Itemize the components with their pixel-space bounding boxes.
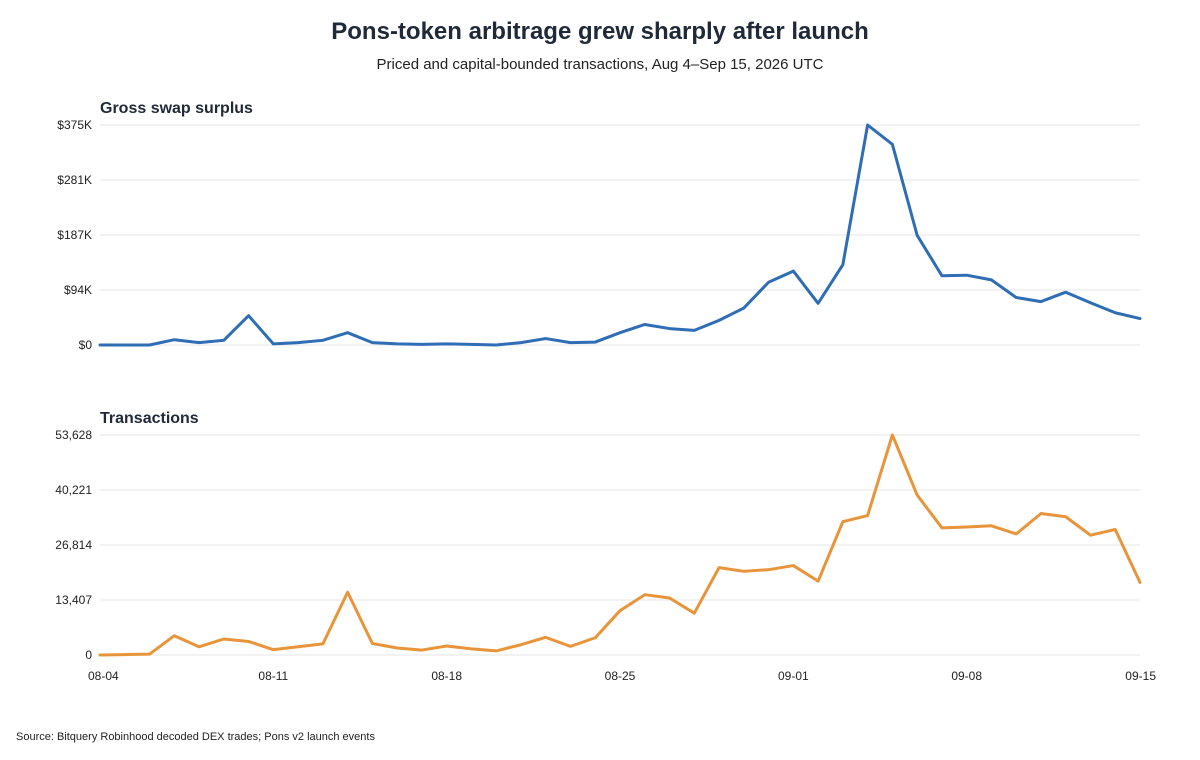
y-tick-label: $375K [57, 118, 92, 132]
x-tick-label: 09-01 [778, 669, 809, 683]
source-note: Source: Bitquery Robinhood decoded DEX t… [16, 731, 375, 743]
y-tick-label: $281K [57, 173, 92, 187]
series-line-1-0 [98, 433, 1142, 657]
y-tick-label: 26,814 [55, 538, 92, 552]
series-line-0-0 [98, 123, 1142, 347]
y-tick-label: 13,407 [55, 593, 92, 607]
x-tick-label: 08-25 [605, 669, 636, 683]
x-tick-label: 09-15 [1125, 669, 1156, 683]
surplus-panel: $0 $94K $187K $281K $375K [57, 118, 1142, 352]
panel-title-surplus: Gross swap surplus [100, 100, 253, 117]
y-tick-label: $187K [57, 228, 92, 242]
transactions-panel: 0 13,407 26,814 40,221 53,628 [55, 428, 1142, 662]
y-tick-label: 0 [85, 648, 92, 662]
x-tick-label: 08-04 [88, 669, 119, 683]
chart-title: Pons-token arbitrage grew sharply after … [331, 18, 869, 45]
x-tick-label: 09-08 [951, 669, 982, 683]
chart-subtitle: Priced and capital-bounded transactions,… [376, 56, 824, 73]
x-tick-label: 08-18 [431, 669, 462, 683]
y-tick-label: 53,628 [55, 428, 92, 442]
y-tick-label: 40,221 [55, 483, 92, 497]
x-axis: 08-04 08-11 08-18 08-25 09-01 09-08 09-15 [88, 669, 1156, 683]
x-tick-label: 08-11 [258, 669, 288, 683]
y-tick-label: $0 [79, 338, 93, 352]
y-tick-label: $94K [64, 283, 92, 297]
panel-title-transactions: Transactions [100, 410, 199, 427]
